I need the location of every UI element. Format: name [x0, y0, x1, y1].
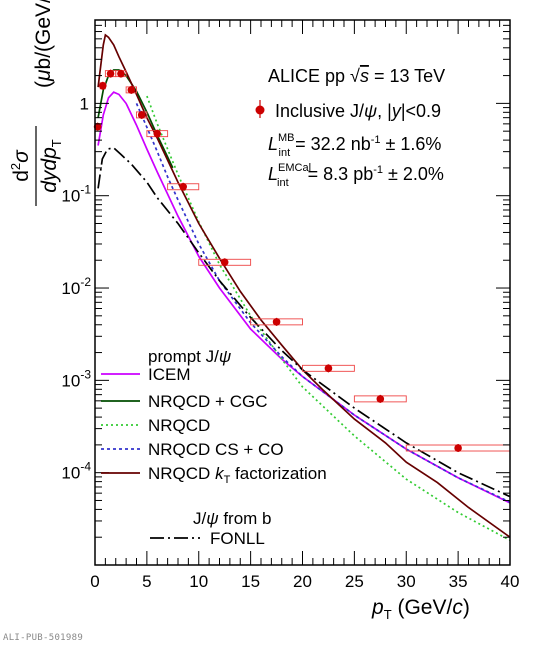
svg-text:(μb/(GeV/c)): (μb/(GeV/c)) [32, 0, 55, 88]
data-legend-entry: Inclusive J/ψ, |y|<0.9 [255, 100, 441, 121]
data-point [376, 395, 385, 403]
data-points [93, 69, 511, 453]
svg-text:d2σ: d2σ [8, 149, 33, 182]
theory-curves [97, 33, 511, 542]
data-point [106, 69, 115, 78]
x-tick-label: 10 [189, 572, 208, 591]
legend: prompt J/ψ ICEM NRQCD + CGC NRQCD NRQCD CS … [101, 347, 327, 548]
series-line-fonll [97, 146, 511, 498]
series-line-nrqcd-cs-co [135, 103, 511, 503]
x-tick-label: 40 [501, 572, 520, 591]
data-point [117, 69, 125, 78]
lumi-emcal-label: LEMCal int = 8.3 pb-1 ± 2.0% [268, 162, 444, 189]
data-point [127, 86, 136, 94]
x-axis-label: pT (GeV/c) [371, 596, 470, 622]
data-point [137, 111, 146, 119]
legend-label: NRQCD [148, 416, 210, 435]
legend-prompt-header: prompt J/ψ [148, 347, 231, 366]
legend-label: FONLL [210, 529, 265, 548]
x-tick-label: 30 [397, 572, 416, 591]
series-line-icem [97, 91, 511, 504]
legend-label: NRQCD kT factorization [148, 464, 327, 486]
series-line-nrqcd-k-t-factorization [97, 33, 511, 538]
y-tick-label: 10-4 [61, 460, 91, 483]
data-point [220, 258, 229, 267]
y-axis-label: d2σ dydpT (μb/(GeV/c)) [8, 0, 64, 206]
tick-labels: 0 5 10 15 20 25 30 35 40 10-4 10-3 10-2 10-1 1 [61, 94, 519, 591]
x-tick-label: 35 [449, 572, 468, 591]
svg-text:dydpT: dydpT [38, 139, 64, 193]
legend-b-header: J/ψ from b [193, 509, 272, 528]
lumi-mb-label: LMB int = 32.2 nb-1 ± 1.6% [268, 132, 441, 159]
publication-id: ALI-PUB-501989 [3, 633, 84, 643]
x-tick-label: 0 [90, 572, 99, 591]
series-line-nrqcd [146, 95, 511, 542]
experiment-label: ALICE pp √s = 13 TeV [268, 66, 445, 86]
legend-label: NRQCD CS + CO [148, 440, 284, 459]
y-tick-label: 1 [80, 94, 89, 113]
series-line-nrqcd-cgc [97, 69, 174, 169]
x-tick-label: 25 [345, 572, 364, 591]
data-point [153, 129, 162, 138]
legend-label: NRQCD + CGC [148, 392, 267, 411]
data-point [272, 318, 281, 326]
x-tick-label: 20 [293, 572, 312, 591]
axis-ticks [94, 19, 511, 566]
data-point [324, 364, 333, 373]
data-point [179, 182, 187, 191]
y-tick-label: 10-2 [61, 275, 91, 298]
legend-label: ICEM [148, 365, 191, 384]
x-tick-label: 15 [241, 572, 260, 591]
data-point [98, 82, 107, 90]
data-point [454, 444, 462, 452]
y-tick-label: 10-3 [61, 367, 91, 390]
svg-text:Inclusive J/ψ, |y|<0.9: Inclusive J/ψ, |y|<0.9 [275, 101, 441, 121]
y-tick-label: 10-1 [61, 183, 91, 206]
x-tick-label: 5 [142, 572, 151, 591]
